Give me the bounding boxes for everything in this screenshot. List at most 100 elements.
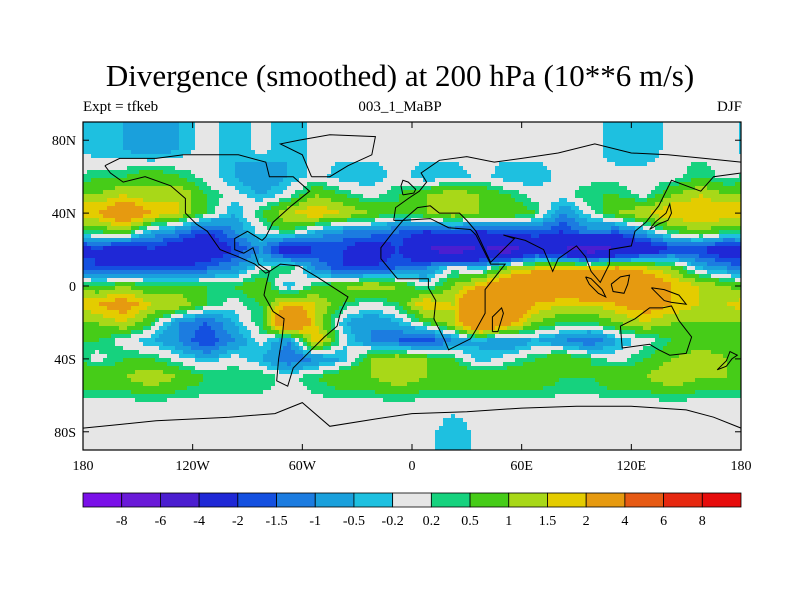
- field-cell: [363, 238, 368, 243]
- field-cell: [507, 162, 512, 167]
- field-cell: [247, 242, 252, 247]
- field-cell: [527, 170, 532, 175]
- field-cell: [115, 170, 120, 175]
- field-cell: [275, 122, 280, 127]
- field-cell: [271, 186, 276, 191]
- field-cell: [599, 206, 604, 211]
- field-cell: [387, 154, 392, 159]
- field-cell: [119, 158, 124, 163]
- field-cell: [515, 142, 520, 147]
- field-cell: [187, 142, 192, 147]
- field-cell: [255, 230, 260, 235]
- field-cell: [463, 206, 468, 211]
- field-cell: [195, 126, 200, 131]
- field-cell: [159, 126, 164, 131]
- field-cell: [679, 162, 684, 167]
- field-cell: [367, 138, 372, 143]
- field-cell: [459, 146, 464, 151]
- field-cell: [407, 122, 412, 127]
- field-cell: [135, 150, 140, 155]
- field-cell: [227, 226, 232, 231]
- field-cell: [123, 190, 128, 195]
- field-cell: [567, 198, 572, 203]
- field-cell: [699, 222, 704, 227]
- field-cell: [655, 170, 660, 175]
- field-cell: [691, 174, 696, 179]
- field-cell: [683, 222, 688, 227]
- field-cell: [635, 210, 640, 215]
- field-cell: [523, 134, 528, 139]
- field-cell: [111, 198, 116, 203]
- field-cell: [123, 138, 128, 143]
- field-cell: [707, 178, 712, 183]
- field-cell: [455, 130, 460, 135]
- field-cell: [723, 154, 728, 159]
- field-cell: [467, 210, 472, 215]
- field-cell: [155, 130, 160, 135]
- field-cell: [607, 194, 612, 199]
- field-cell: [695, 198, 700, 203]
- field-cell: [463, 126, 468, 131]
- field-cell: [299, 238, 304, 243]
- field-cell: [707, 198, 712, 203]
- field-cell: [511, 202, 516, 207]
- field-cell: [87, 186, 92, 191]
- field-cell: [451, 126, 456, 131]
- field-cell: [207, 206, 212, 211]
- field-cell: [647, 170, 652, 175]
- field-cell: [499, 154, 504, 159]
- field-cell: [407, 150, 412, 155]
- field-cell: [435, 202, 440, 207]
- field-cell: [563, 170, 568, 175]
- field-cell: [679, 174, 684, 179]
- field-cell: [391, 210, 396, 215]
- field-cell: [335, 226, 340, 231]
- field-cell: [127, 154, 132, 159]
- field-cell: [655, 194, 660, 199]
- field-cell: [439, 194, 444, 199]
- field-cell: [563, 230, 568, 235]
- field-cell: [687, 154, 692, 159]
- field-cell: [315, 162, 320, 167]
- field-cell: [267, 146, 272, 151]
- field-cell: [491, 162, 496, 167]
- field-cell: [507, 210, 512, 215]
- field-cell: [539, 202, 544, 207]
- field-cell: [211, 242, 216, 247]
- field-cell: [95, 126, 100, 131]
- field-cell: [579, 234, 584, 239]
- field-cell: [439, 142, 444, 147]
- field-cell: [107, 138, 112, 143]
- field-cell: [371, 178, 376, 183]
- field-cell: [483, 238, 488, 243]
- field-cell: [607, 122, 612, 127]
- field-cell: [475, 218, 480, 223]
- field-cell: [175, 190, 180, 195]
- field-cell: [95, 170, 100, 175]
- field-cell: [387, 178, 392, 183]
- field-cell: [111, 122, 116, 127]
- field-cell: [167, 162, 172, 167]
- field-cell: [659, 122, 664, 127]
- field-cell: [475, 178, 480, 183]
- field-cell: [391, 134, 396, 139]
- field-cell: [275, 142, 280, 147]
- field-cell: [487, 150, 492, 155]
- field-cell: [395, 230, 400, 235]
- field-cell: [287, 122, 292, 127]
- field-cell: [279, 202, 284, 207]
- field-cell: [547, 202, 552, 207]
- field-cell: [527, 230, 532, 235]
- field-cell: [519, 142, 524, 147]
- field-cell: [459, 182, 464, 187]
- field-cell: [311, 198, 316, 203]
- field-cell: [311, 226, 316, 231]
- field-cell: [639, 202, 644, 207]
- field-cell: [455, 182, 460, 187]
- field-cell: [635, 130, 640, 135]
- field-cell: [735, 182, 740, 187]
- field-cell: [599, 150, 604, 155]
- field-cell: [207, 198, 212, 203]
- field-cell: [231, 210, 236, 215]
- field-cell: [707, 182, 712, 187]
